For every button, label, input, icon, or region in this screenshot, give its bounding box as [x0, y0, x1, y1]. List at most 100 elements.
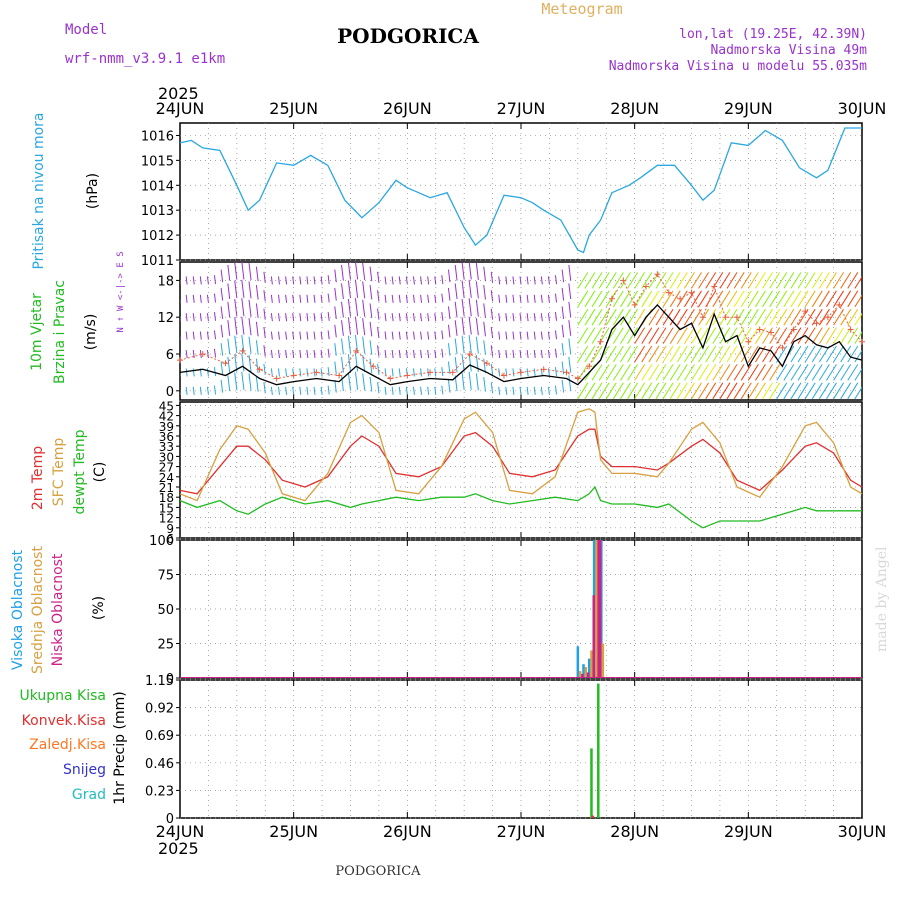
wind-arrow	[826, 382, 837, 400]
wind-arrow	[505, 313, 508, 322]
wind-arrow	[227, 375, 231, 392]
wind-arrow	[598, 308, 610, 326]
wind-arrow	[192, 313, 195, 322]
wind-arrow	[641, 290, 653, 308]
wind-arrow	[434, 313, 437, 322]
gust-marker	[608, 295, 615, 302]
wind-arrow	[620, 290, 631, 308]
wind-arrow	[612, 272, 624, 289]
gust-marker	[631, 301, 638, 308]
cloud-ylabel-4: (%)	[91, 596, 107, 620]
precip-bar	[597, 683, 600, 818]
wind-arrow	[468, 316, 472, 335]
temperature-ytick-label: 24	[159, 471, 174, 485]
gust-marker	[404, 372, 411, 379]
wind-arrow	[669, 327, 681, 344]
wind-arrow	[313, 294, 316, 303]
wind-arrow	[740, 327, 752, 344]
cloud-ylabel-3: Niska Oblacnost	[50, 553, 66, 666]
wind-arrow	[405, 313, 408, 322]
wind-arrow	[612, 308, 624, 326]
wind-arrow	[199, 294, 202, 303]
wind-arrow	[306, 386, 309, 395]
wind-arrow	[762, 272, 773, 289]
gust-marker	[745, 338, 752, 345]
wind-arrow	[420, 313, 423, 322]
wind-arrow	[468, 334, 472, 354]
wind-arrow	[783, 290, 795, 308]
wind-arrow	[719, 327, 731, 344]
wind-arrow	[790, 290, 802, 308]
gust-marker	[620, 277, 627, 284]
wind-arrow	[591, 345, 603, 363]
wind-arrow	[185, 386, 188, 395]
wind-arrow	[740, 272, 752, 289]
wind-arrow	[547, 313, 550, 322]
pressure-ytick-label: 1011	[141, 254, 174, 269]
wind-arrow	[227, 283, 231, 300]
wind-arrow	[533, 294, 536, 303]
wind-arrow	[461, 372, 465, 391]
wind-arrow	[263, 326, 266, 339]
wind-arrow	[412, 349, 415, 359]
wind-arrow	[854, 368, 862, 381]
wind-arrow	[547, 331, 550, 340]
wind-arrow	[255, 284, 259, 300]
gust-marker	[677, 295, 684, 302]
clouds-ytick-label: 0	[166, 672, 174, 687]
clouds-ytick-label: 75	[157, 569, 174, 584]
wind-arrow	[818, 290, 830, 308]
wind-arrow	[192, 276, 195, 285]
wind-arrow	[278, 386, 280, 395]
wind-arrow	[454, 338, 458, 355]
wind-arrow	[412, 294, 415, 303]
wind-arrow	[292, 331, 295, 340]
wind-arrow	[505, 331, 508, 340]
wind-arrow	[441, 385, 444, 395]
wind-arrow	[804, 345, 816, 363]
precip-ytick-label: 0.92	[145, 702, 174, 717]
wind-arrow	[826, 308, 837, 326]
wind-arrow	[705, 364, 717, 381]
wind-arrow	[498, 331, 501, 340]
wind-arrow	[347, 262, 351, 280]
wind-arrow	[285, 331, 288, 340]
wind-arrow	[306, 294, 309, 303]
wind-arrow	[220, 361, 224, 375]
wind-arrow	[185, 276, 188, 285]
bottom-date-label: 28JUN	[610, 822, 659, 841]
temperature-ytick-label: 6	[166, 532, 174, 546]
wind-arrow	[241, 316, 245, 335]
wind-arrow	[398, 386, 401, 395]
wind-arrow	[776, 308, 788, 326]
temperature-ytick-label: 45	[159, 399, 174, 413]
wind-arrow	[598, 272, 610, 289]
wind-arrow	[234, 317, 238, 335]
wind-arrow	[185, 349, 188, 359]
wind-arrow	[655, 364, 667, 381]
temperature-ytick-label: 15	[159, 501, 174, 515]
wind-arrow	[461, 298, 465, 317]
wind-arrow	[577, 382, 589, 400]
wind-arrow	[648, 382, 660, 400]
temp-ylabel-3: dewpt Temp	[72, 429, 88, 514]
wind-arrow	[441, 330, 444, 340]
clouds-bar	[582, 664, 585, 678]
wind-arrow	[248, 354, 252, 373]
wind-arrow	[398, 349, 401, 359]
wind-arrow	[634, 345, 646, 363]
wind-arrow	[648, 345, 660, 363]
gust-marker	[177, 357, 183, 364]
wind-arrow	[483, 284, 486, 300]
wind-arrow	[299, 313, 302, 322]
wind-arrow	[412, 386, 415, 395]
wind-arrow	[769, 364, 781, 381]
wind-arrow	[206, 294, 209, 303]
temperature-ytick-label: 42	[159, 410, 174, 424]
wind-arrow	[605, 382, 617, 400]
wind-arrow	[577, 290, 589, 308]
wind-arrow	[299, 294, 302, 303]
wind-arrow	[605, 308, 617, 326]
wind-arrow	[213, 311, 217, 321]
gust-marker	[597, 338, 604, 345]
